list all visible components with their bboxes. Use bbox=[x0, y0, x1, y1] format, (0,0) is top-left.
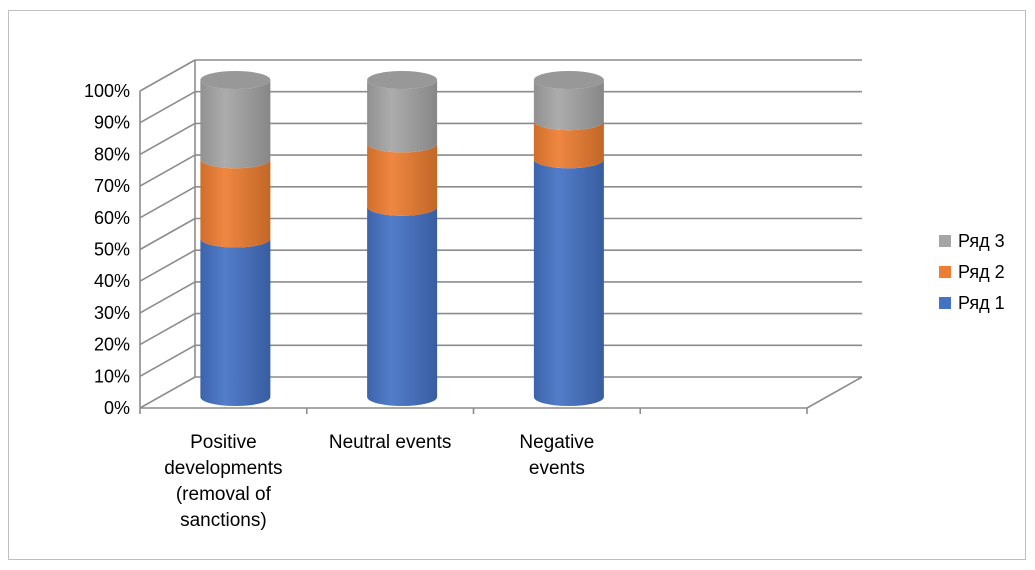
y-tick-label: 70% bbox=[94, 176, 130, 196]
legend-swatch bbox=[939, 235, 951, 247]
bar-segment bbox=[367, 206, 438, 406]
bar-segment bbox=[200, 80, 271, 169]
gridline-side bbox=[139, 376, 196, 409]
category-label-line: events bbox=[529, 458, 585, 479]
y-tick-label: 90% bbox=[94, 113, 130, 133]
y-tick-label: 100% bbox=[84, 81, 130, 101]
category-label: Positive developments (removal of sanctions… bbox=[164, 432, 282, 531]
gridline-side bbox=[139, 312, 196, 346]
y-axis-ticks: 0% 10% 20% 30% 40% 50% 60% 70% 80% 90% 100% bbox=[84, 81, 130, 418]
bar-segment bbox=[533, 159, 604, 406]
y-tick-label: 60% bbox=[94, 208, 130, 228]
category-label: Negative events bbox=[519, 432, 594, 479]
bar-segment bbox=[533, 121, 604, 169]
bar-segment bbox=[367, 80, 438, 153]
category-label: Neutral events bbox=[329, 432, 452, 453]
gridline-side bbox=[139, 59, 196, 92]
category-label-line: Negative bbox=[519, 432, 594, 453]
bar-top-cap bbox=[200, 71, 271, 89]
bar-top-cap bbox=[367, 71, 438, 89]
legend-label: Ряд 1 bbox=[958, 293, 1005, 313]
x-axis bbox=[139, 407, 808, 414]
category-label-line: Neutral events bbox=[329, 432, 452, 453]
gridline-side bbox=[139, 217, 196, 251]
category-label-line: Positive bbox=[190, 432, 257, 453]
gridline-side bbox=[139, 344, 196, 377]
bar-segment bbox=[200, 238, 271, 406]
gridline-side bbox=[139, 122, 196, 156]
y-tick-label: 20% bbox=[94, 335, 130, 355]
gridline-side bbox=[139, 91, 196, 124]
floor-right-edge bbox=[806, 376, 863, 409]
chart-bars bbox=[200, 71, 604, 406]
gridline-side bbox=[139, 186, 196, 219]
legend-swatch bbox=[939, 266, 951, 278]
y-tick-label: 0% bbox=[104, 398, 130, 418]
legend-label: Ряд 2 bbox=[958, 262, 1005, 282]
y-tick-label: 80% bbox=[94, 144, 130, 164]
bar-segment bbox=[200, 159, 271, 248]
category-label-line: (removal of bbox=[176, 484, 272, 505]
gridline-side bbox=[139, 281, 196, 314]
legend-label: Ряд 3 bbox=[958, 231, 1005, 251]
y-tick-label: 50% bbox=[94, 240, 130, 260]
category-label-line: sanctions) bbox=[180, 510, 267, 531]
y-tick-label: 30% bbox=[94, 303, 130, 323]
chart-gridlines bbox=[139, 59, 862, 409]
legend-swatch bbox=[939, 297, 951, 309]
gridline-side bbox=[139, 249, 196, 282]
y-tick-label: 40% bbox=[94, 271, 130, 291]
bar-top-cap bbox=[533, 71, 604, 89]
legend: Ряд 3 Ряд 2 Ряд 1 bbox=[939, 231, 1005, 313]
bar-segment bbox=[533, 80, 604, 131]
y-tick-label: 10% bbox=[94, 366, 130, 386]
bar-segment bbox=[367, 143, 438, 216]
gridline-side bbox=[139, 154, 196, 187]
category-label-line: developments bbox=[164, 458, 282, 479]
category-labels: Positive developments (removal of sanctions… bbox=[164, 432, 594, 531]
